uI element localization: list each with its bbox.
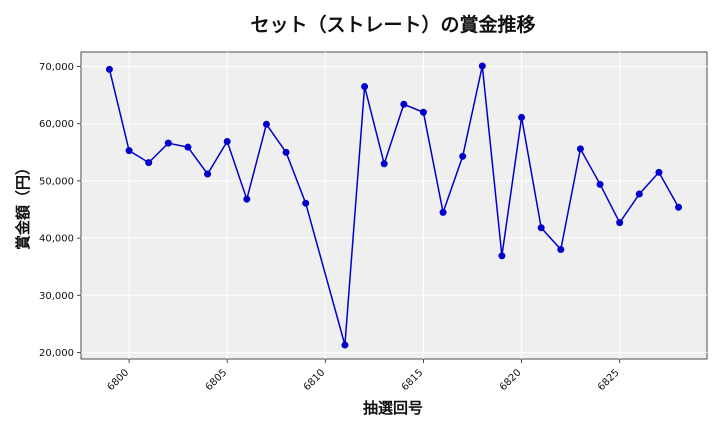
data-point	[243, 195, 251, 203]
y-tick-label: 30,000	[39, 291, 74, 302]
data-point	[223, 137, 231, 145]
x-tick-label: 6820	[498, 367, 524, 393]
data-point	[302, 199, 310, 207]
x-tick-label: 6825	[596, 367, 622, 393]
y-tick-label: 60,000	[39, 119, 74, 130]
data-point	[655, 168, 663, 176]
data-point	[439, 208, 447, 216]
data-point	[184, 143, 192, 151]
y-axis-label: 賞金額（円）	[14, 160, 32, 250]
data-point	[262, 120, 270, 128]
y-tick-label: 20,000	[39, 348, 74, 359]
y-tick-label: 70,000	[39, 62, 74, 73]
data-point	[204, 170, 212, 178]
data-point	[557, 246, 565, 254]
data-point	[164, 139, 172, 147]
data-point	[341, 341, 349, 349]
y-axis: 20,000 30,000 40,000 50,000 60,000 70,000	[39, 62, 81, 359]
x-axis: 6800 6805 6810 6815 6820 6825	[105, 359, 622, 393]
data-point	[282, 148, 290, 156]
data-point	[105, 65, 113, 73]
x-tick-label: 6810	[302, 367, 328, 393]
data-points	[105, 62, 683, 349]
data-point	[675, 203, 683, 211]
y-tick-label: 40,000	[39, 234, 74, 245]
plot-area	[80, 51, 708, 360]
data-point	[478, 62, 486, 70]
data-point	[125, 147, 133, 155]
data-point	[419, 108, 427, 116]
data-point	[361, 83, 369, 91]
data-point	[596, 180, 604, 188]
data-point	[145, 159, 153, 167]
data-point	[518, 113, 526, 121]
data-point	[576, 145, 584, 153]
data-point	[537, 224, 545, 232]
data-point	[616, 219, 624, 227]
data-point	[400, 100, 408, 108]
x-tick-label: 6815	[400, 367, 426, 393]
grid	[81, 52, 707, 359]
x-tick-label: 6805	[204, 367, 230, 393]
x-tick-label: 6800	[105, 367, 131, 393]
y-tick-label: 50,000	[39, 176, 74, 187]
data-point	[635, 190, 643, 198]
x-axis-label: 抽選回号	[363, 399, 423, 417]
chart-title: セット（ストレート）の賞金推移	[250, 13, 535, 36]
data-point	[498, 252, 506, 260]
data-point	[380, 160, 388, 168]
data-point	[459, 152, 467, 160]
